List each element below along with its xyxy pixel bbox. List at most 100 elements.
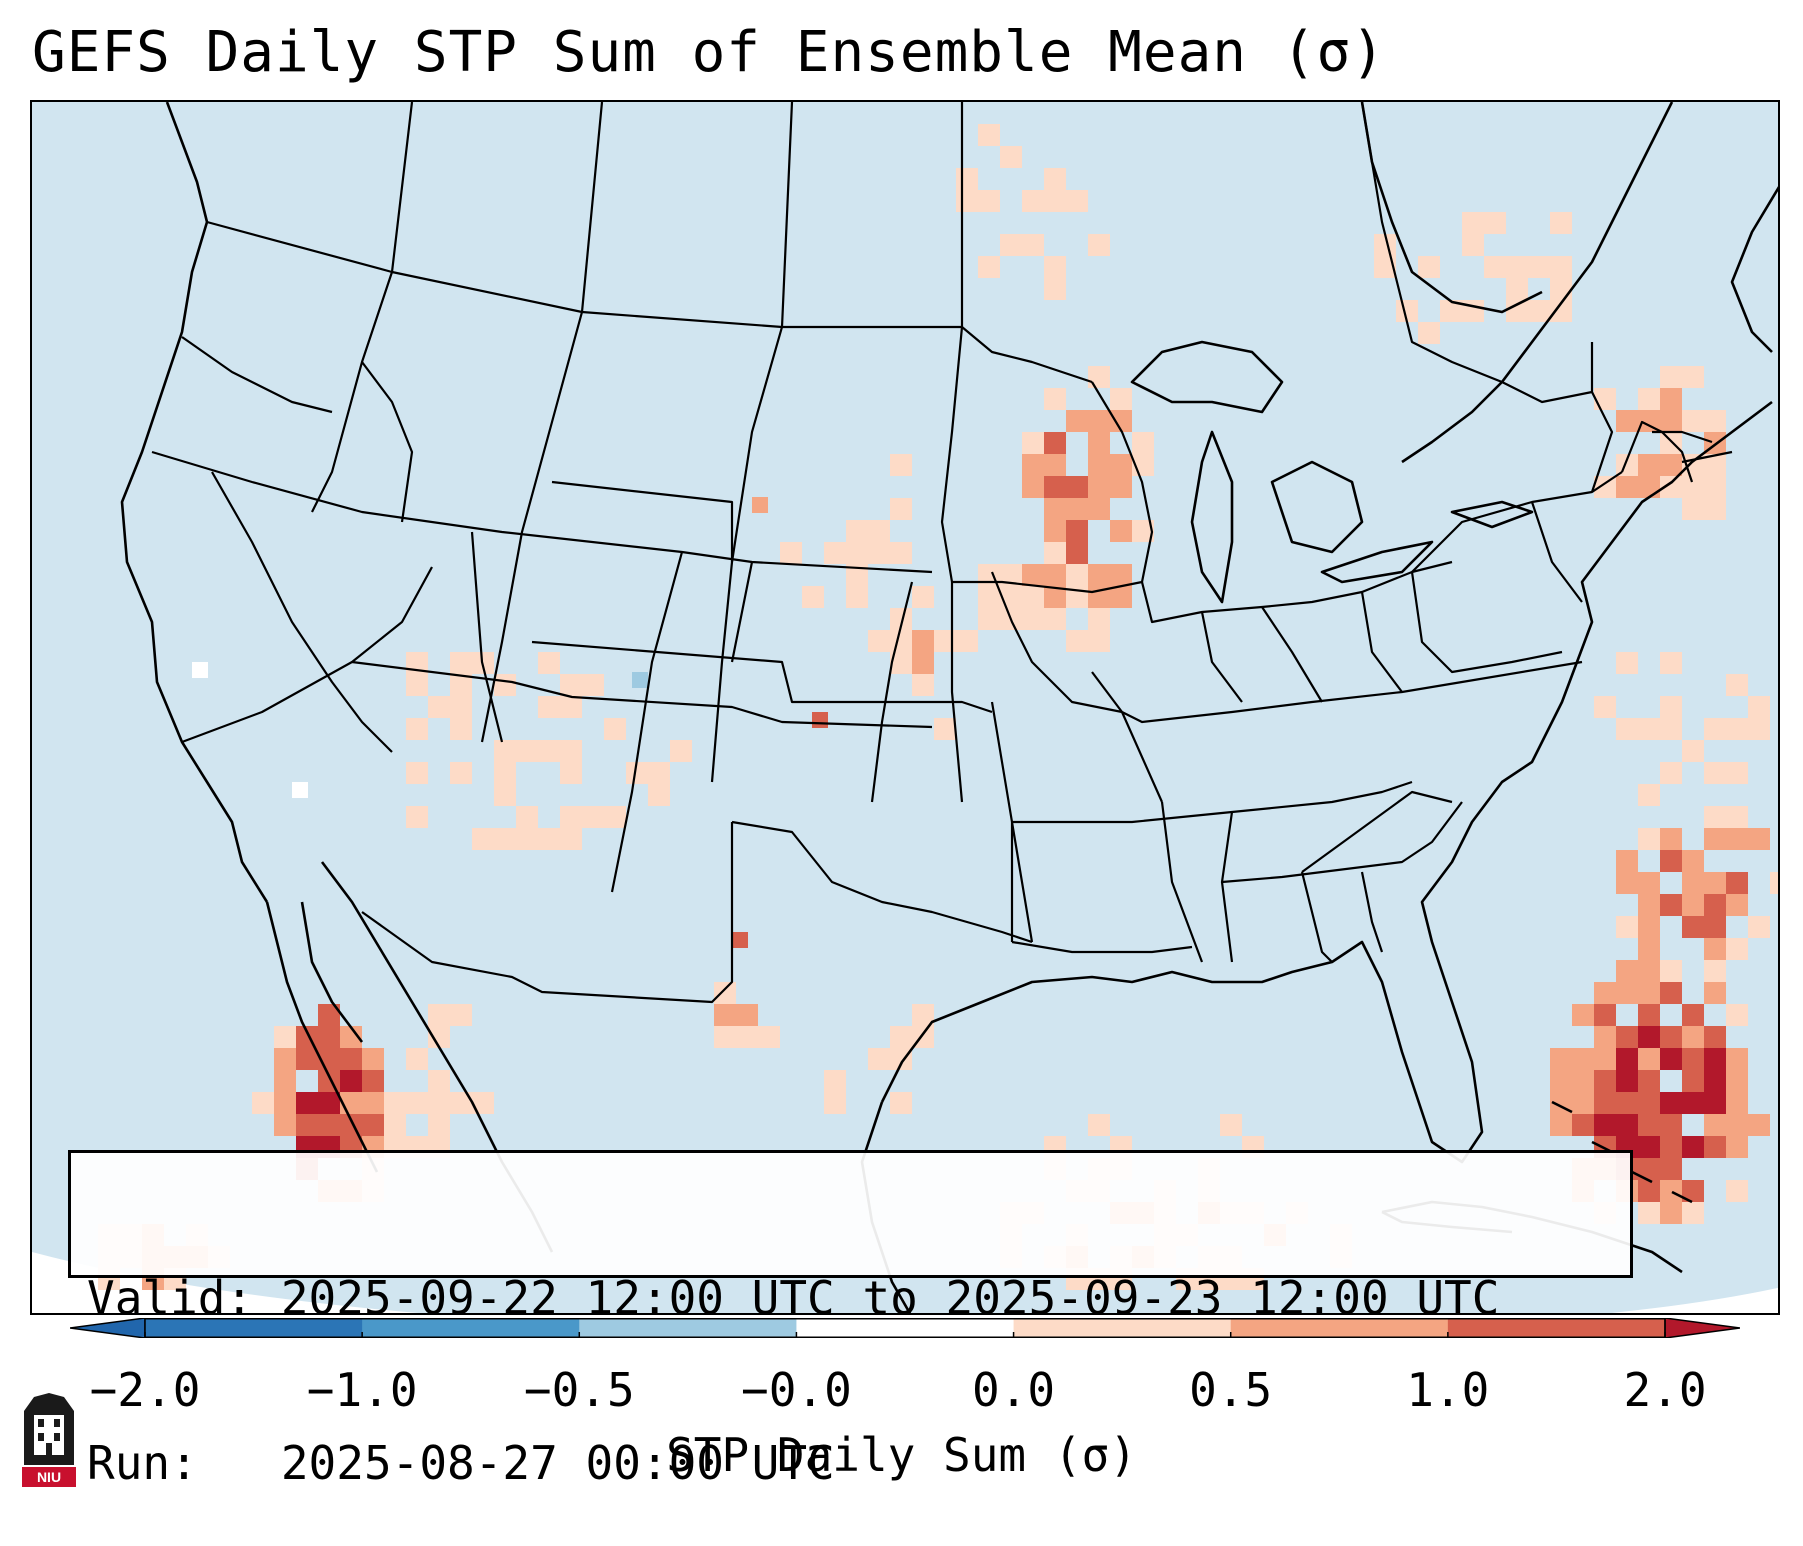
anomaly-cell [1132,432,1154,454]
anomaly-cell [516,806,538,828]
anomaly-cell [428,1092,450,1114]
anomaly-cell [604,718,626,740]
anomaly-cell [1748,828,1770,850]
anomaly-cell [252,1092,274,1114]
anomaly-cell [1682,498,1704,520]
colorbar-tick-label: −0.5 [523,1363,635,1417]
colorbar-tick-label: −0.0 [741,1363,852,1417]
valid-time-line: Valid: 2025-09-22 12:00 UTC to 2025-09-2… [87,1271,1500,1325]
colorbar-segment [145,1318,363,1338]
anomaly-cell [494,828,516,850]
anomaly-cell [1594,1026,1616,1048]
anomaly-cell [274,1092,296,1114]
anomaly-cell [1726,1136,1748,1158]
anomaly-cell [1726,1180,1748,1202]
anomaly-cell [1616,1026,1638,1048]
anomaly-cell [582,806,604,828]
anomaly-cell [1682,916,1704,938]
anomaly-cell [1550,1070,1572,1092]
anomaly-cell [1022,454,1044,476]
anomaly-cell [1000,586,1022,608]
anomaly-cell [494,674,516,696]
anomaly-cell [1704,938,1726,960]
anomaly-cell [1638,938,1660,960]
anomaly-cell [1572,1070,1594,1092]
anomaly-cell [362,1070,384,1092]
anomaly-cell [1550,256,1572,278]
anomaly-cell [538,696,560,718]
anomaly-cell [1660,1202,1682,1224]
anomaly-cell [1726,762,1748,784]
anomaly-cell [1748,1114,1770,1136]
anomaly-cell [406,674,428,696]
anomaly-cell [340,1070,362,1092]
anomaly-cell [1704,410,1726,432]
anomaly-cell [274,1070,296,1092]
anomaly-cell [1748,696,1770,718]
anomaly-cell [1660,894,1682,916]
anomaly-cell [1616,960,1638,982]
anomaly-cell [296,1114,318,1136]
anomaly-cell [1704,1048,1726,1070]
anomaly-cell [1044,542,1066,564]
anomaly-cell [890,652,912,674]
anomaly-cell [758,1026,780,1048]
anomaly-cell [1550,278,1572,300]
anomaly-cell [1110,564,1132,586]
anomaly-cell [1374,234,1396,256]
anomaly-cell [1638,1180,1660,1202]
anomaly-cell [1660,850,1682,872]
anomaly-cell [1726,674,1748,696]
anomaly-cell [1462,300,1484,322]
anomaly-cell [1726,828,1748,850]
anomaly-cell [406,718,428,740]
anomaly-cell [1418,256,1440,278]
colorbar-segment [579,1318,797,1338]
anomaly-cell [292,782,308,798]
anomaly-cell [516,828,538,850]
anomaly-cell [1088,1114,1110,1136]
anomaly-cell [1088,498,1110,520]
anomaly-cell [1572,1048,1594,1070]
anomaly-cell [934,718,956,740]
anomaly-cell [1726,718,1748,740]
anomaly-cell [1616,1114,1638,1136]
anomaly-cell [1770,872,1778,894]
anomaly-cell [1638,1202,1660,1224]
anomaly-cell [1000,564,1022,586]
anomaly-cell [1572,1004,1594,1026]
anomaly-cell [1638,1092,1660,1114]
anomaly-cell [1704,894,1726,916]
anomaly-cell [1110,388,1132,410]
anomaly-cell [978,608,1000,630]
anomaly-cell [1022,476,1044,498]
logo-text: NIU [37,1469,61,1485]
anomaly-cell [956,630,978,652]
anomaly-cell [978,190,1000,212]
anomaly-cell [428,1114,450,1136]
anomaly-cell [384,1114,406,1136]
anomaly-cell [1022,234,1044,256]
anomaly-cell [714,1026,736,1048]
map-canvas [32,102,1778,1313]
anomaly-cell [472,1092,494,1114]
anomaly-cell [626,762,648,784]
anomaly-cell [494,762,516,784]
anomaly-cell [1110,586,1132,608]
anomaly-cell [1044,564,1066,586]
anomaly-cell [1638,1026,1660,1048]
anomaly-cell [1682,1026,1704,1048]
anomaly-cell [1044,498,1066,520]
anomaly-cell [450,1004,472,1026]
anomaly-cell [406,1092,428,1114]
anomaly-cell [956,190,978,212]
anomaly-cell [912,586,934,608]
anomaly-cell [1704,476,1726,498]
anomaly-cell [1638,1158,1660,1180]
colorbar-segment [1230,1318,1449,1338]
anomaly-cell [1638,784,1660,806]
anomaly-cell [934,630,956,652]
anomaly-cell [1638,454,1660,476]
anomaly-cell [1682,1070,1704,1092]
anomaly-cell [1374,256,1396,278]
